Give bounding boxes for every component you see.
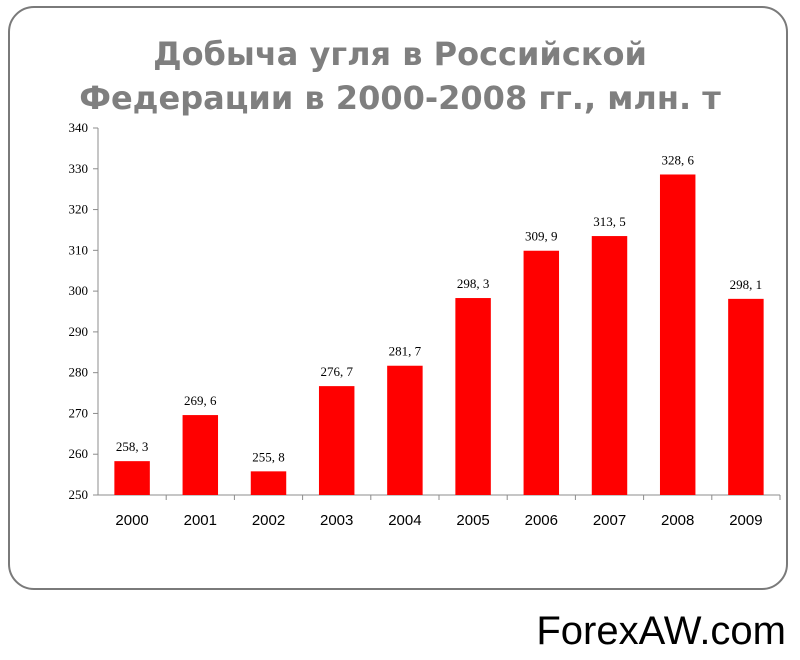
data-label-2004: 281, 7 [389,344,422,359]
chart-labels: 258, 3 2000 269, 6 2001 255, 8 2002 276, 7 2003… [115,152,762,529]
chart-title-line-2: Федерации в 2000-2008 гг., млн. т [79,79,721,117]
chart-bars [114,174,764,496]
data-label-2008: 328, 6 [661,152,694,167]
chart-axes: 250 260 270 280 290 300 310 320 330 340 [69,120,781,502]
bar-2006 [523,250,560,495]
x-tick-label-2000: 2000 [115,512,148,529]
data-label-2001: 269, 6 [184,393,217,408]
chart-title-line-1: Добыча угля в Российской [153,35,647,73]
y-tick-label: 320 [69,202,89,217]
y-tick-label: 300 [69,283,89,298]
x-tick-label-2006: 2006 [525,512,558,529]
data-label-2009: 298, 1 [730,277,763,292]
data-label-2006: 309, 9 [525,229,558,244]
bar-2004 [387,365,423,495]
y-tick-label: 280 [69,365,89,380]
bar-2005 [455,298,491,495]
y-tick-label: 330 [69,161,89,176]
x-tick-label-2009: 2009 [729,512,762,529]
x-tick-label-2008: 2008 [661,512,694,529]
x-tick-label-2003: 2003 [320,512,353,529]
bar-2008 [659,174,696,495]
x-tick-label-2002: 2002 [252,512,285,529]
watermark-text: ForexAW.com [536,609,786,653]
bar-2003 [318,386,355,495]
x-tick-label-2001: 2001 [184,512,217,529]
data-label-2005: 298, 3 [457,276,490,291]
bar-2001 [182,415,219,495]
x-tick-label-2007: 2007 [593,512,626,529]
data-label-2007: 313, 5 [593,214,626,229]
data-label-2000: 258, 3 [116,439,149,454]
bar-2009 [728,298,764,495]
y-tick-label: 250 [69,487,89,502]
x-tick-label-2004: 2004 [388,512,421,529]
bar-2002 [250,471,287,495]
y-tick-label: 340 [69,120,89,135]
y-tick-label: 310 [69,242,89,257]
y-tick-label: 260 [69,446,89,461]
bar-2007 [591,236,628,496]
bar-2000 [114,461,150,495]
chart-title: Добыча угля в Российской Федерации в 200… [10,32,790,120]
data-label-2003: 276, 7 [320,364,353,379]
x-tick-label-2005: 2005 [456,512,489,529]
y-tick-label: 290 [69,324,89,339]
data-label-2002: 255, 8 [252,449,285,464]
y-tick-label: 270 [69,405,89,420]
